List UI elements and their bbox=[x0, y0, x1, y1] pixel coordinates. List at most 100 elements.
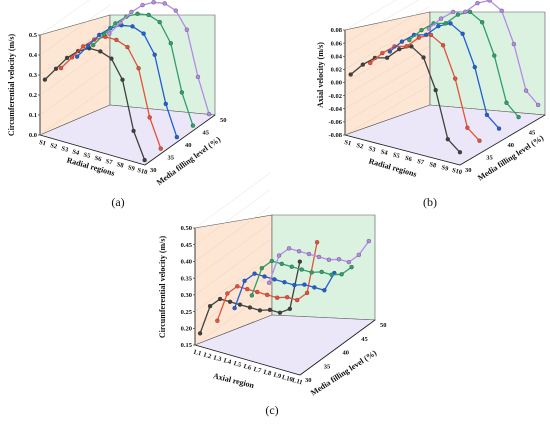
y-tick-label: 40 bbox=[508, 142, 515, 149]
y-tick-label: 50 bbox=[380, 322, 387, 329]
data-point bbox=[207, 303, 213, 309]
grid-line bbox=[194, 223, 271, 279]
data-point bbox=[267, 307, 273, 313]
data-point bbox=[404, 44, 409, 49]
back-wall-right bbox=[271, 214, 376, 321]
data-point bbox=[53, 66, 59, 71]
data-point bbox=[265, 292, 270, 298]
data-point bbox=[336, 257, 342, 262]
x-tick-label: S6 bbox=[404, 155, 413, 164]
x-tick-label: L6 bbox=[243, 363, 253, 372]
data-point bbox=[346, 259, 352, 265]
x-tick-label: S9 bbox=[127, 164, 136, 173]
data-point bbox=[64, 55, 70, 61]
data-point bbox=[42, 77, 48, 82]
y-tick-label: 40 bbox=[343, 350, 350, 357]
z-tick-label: 0.5 bbox=[29, 32, 38, 39]
data-point bbox=[174, 134, 180, 140]
data-point bbox=[436, 23, 441, 29]
x-tick-label: L11 bbox=[291, 377, 303, 386]
x-tick-label: S6 bbox=[94, 155, 103, 164]
z-tick-label: 0.25 bbox=[181, 309, 193, 316]
data-point bbox=[496, 126, 502, 131]
data-point bbox=[98, 49, 103, 54]
data-point bbox=[438, 16, 444, 21]
data-point bbox=[289, 264, 294, 269]
data-point bbox=[407, 37, 412, 43]
y-tick-label: 45 bbox=[529, 130, 536, 137]
x-tick-label: L1 bbox=[193, 349, 202, 358]
data-point bbox=[242, 278, 247, 283]
data-point bbox=[257, 308, 263, 313]
data-point bbox=[419, 27, 424, 33]
x-tick-label: S4 bbox=[380, 148, 389, 157]
data-point bbox=[428, 32, 434, 38]
data-point bbox=[102, 32, 107, 37]
z-tick-label: 0.04 bbox=[331, 53, 343, 60]
grid-lines bbox=[194, 172, 271, 346]
data-point bbox=[296, 249, 302, 254]
data-point bbox=[421, 55, 426, 60]
x-tick-label: S8 bbox=[428, 161, 437, 170]
data-point bbox=[397, 46, 402, 52]
x-tick-label: S2 bbox=[49, 142, 57, 151]
data-point bbox=[387, 49, 392, 54]
data-point bbox=[118, 20, 123, 25]
data-point bbox=[179, 90, 185, 95]
series-group bbox=[197, 238, 372, 336]
z-axis-title: Axial velocity (m/s) bbox=[316, 42, 325, 108]
z-tick-label: 0.00 bbox=[331, 80, 342, 87]
data-point bbox=[130, 24, 135, 29]
series-line-35 bbox=[60, 36, 162, 149]
data-point bbox=[129, 9, 134, 15]
data-point bbox=[269, 258, 274, 264]
data-point bbox=[81, 44, 86, 49]
x-axis-line bbox=[39, 134, 146, 166]
data-point bbox=[107, 31, 112, 36]
grid-line bbox=[344, 58, 431, 109]
grid-line bbox=[194, 172, 271, 229]
data-point bbox=[294, 297, 300, 303]
data-point bbox=[247, 305, 253, 310]
y-tick-label: 35 bbox=[168, 155, 175, 162]
data-point bbox=[120, 77, 125, 82]
data-point bbox=[523, 88, 529, 93]
x-tick-labels: S1 S2 S3 S4 S5 S6 S7 S8 S9 S10 bbox=[343, 139, 462, 176]
data-point bbox=[467, 9, 473, 15]
data-point bbox=[304, 290, 310, 296]
data-point bbox=[109, 56, 114, 61]
x-tick-label: L5 bbox=[233, 360, 243, 369]
data-point bbox=[286, 246, 292, 251]
z-tick-label: 0.02 bbox=[331, 67, 342, 74]
data-point bbox=[451, 9, 456, 15]
z-tick-label: -0.04 bbox=[328, 106, 342, 113]
x-tick-label: S9 bbox=[441, 164, 450, 173]
data-point bbox=[399, 39, 405, 44]
data-point bbox=[339, 272, 344, 277]
z-tick-label: 0.50 bbox=[181, 225, 192, 232]
y-tick-label: 35 bbox=[324, 363, 331, 370]
data-point bbox=[131, 128, 136, 134]
z-tick-label: 0.15 bbox=[181, 342, 193, 349]
data-point bbox=[147, 115, 152, 120]
data-point bbox=[58, 65, 64, 71]
data-point bbox=[276, 253, 282, 258]
data-point bbox=[168, 41, 173, 46]
z-tick-label: 0.0 bbox=[29, 132, 37, 139]
x-tick-label: S7 bbox=[416, 158, 425, 167]
grid-line bbox=[344, 0, 419, 44]
data-point bbox=[465, 125, 470, 130]
grid-line bbox=[194, 189, 271, 245]
x-axis-title: Axial region bbox=[212, 371, 255, 390]
z-tick-label: 0.20 bbox=[181, 325, 192, 332]
data-point bbox=[448, 21, 453, 26]
series-line-50 bbox=[428, 0, 539, 106]
x-tick-label: L2 bbox=[203, 352, 212, 361]
data-point bbox=[487, 0, 492, 3]
data-point bbox=[463, 9, 468, 14]
data-point bbox=[157, 19, 162, 25]
y-tick-label: 50 bbox=[220, 117, 227, 124]
grid-line bbox=[344, 6, 431, 57]
